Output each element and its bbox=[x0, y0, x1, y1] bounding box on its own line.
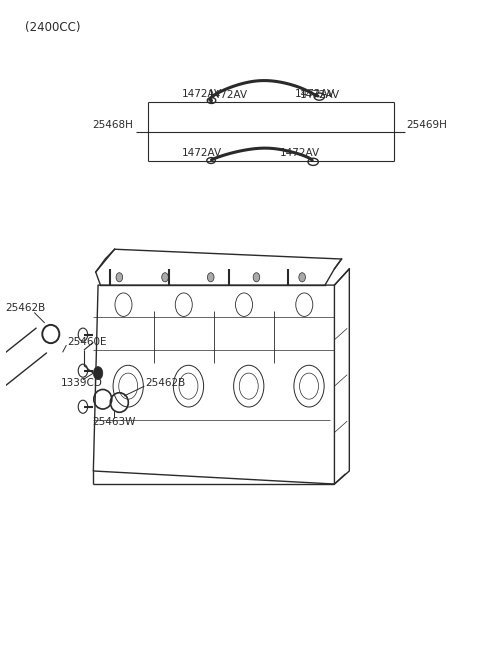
Text: 1472AV: 1472AV bbox=[300, 90, 340, 100]
Circle shape bbox=[299, 272, 305, 282]
Circle shape bbox=[116, 272, 123, 282]
Text: 25462B: 25462B bbox=[145, 378, 186, 388]
Circle shape bbox=[93, 367, 103, 380]
Text: 25468H: 25468H bbox=[92, 121, 132, 130]
Text: 1472AV: 1472AV bbox=[182, 148, 222, 158]
Text: (2400CC): (2400CC) bbox=[25, 21, 80, 34]
Circle shape bbox=[253, 272, 260, 282]
Text: 1472AV: 1472AV bbox=[295, 89, 335, 99]
Text: 1472AV: 1472AV bbox=[280, 148, 320, 158]
Text: 25463W: 25463W bbox=[92, 417, 135, 427]
Circle shape bbox=[162, 272, 168, 282]
Text: 25460E: 25460E bbox=[67, 337, 107, 347]
Text: 25462B: 25462B bbox=[6, 303, 46, 313]
Text: 1472AV: 1472AV bbox=[207, 90, 248, 100]
Text: 25469H: 25469H bbox=[406, 121, 447, 130]
Text: 1472AV: 1472AV bbox=[182, 89, 222, 99]
Circle shape bbox=[207, 272, 214, 282]
Text: 1339CD: 1339CD bbox=[60, 378, 102, 388]
